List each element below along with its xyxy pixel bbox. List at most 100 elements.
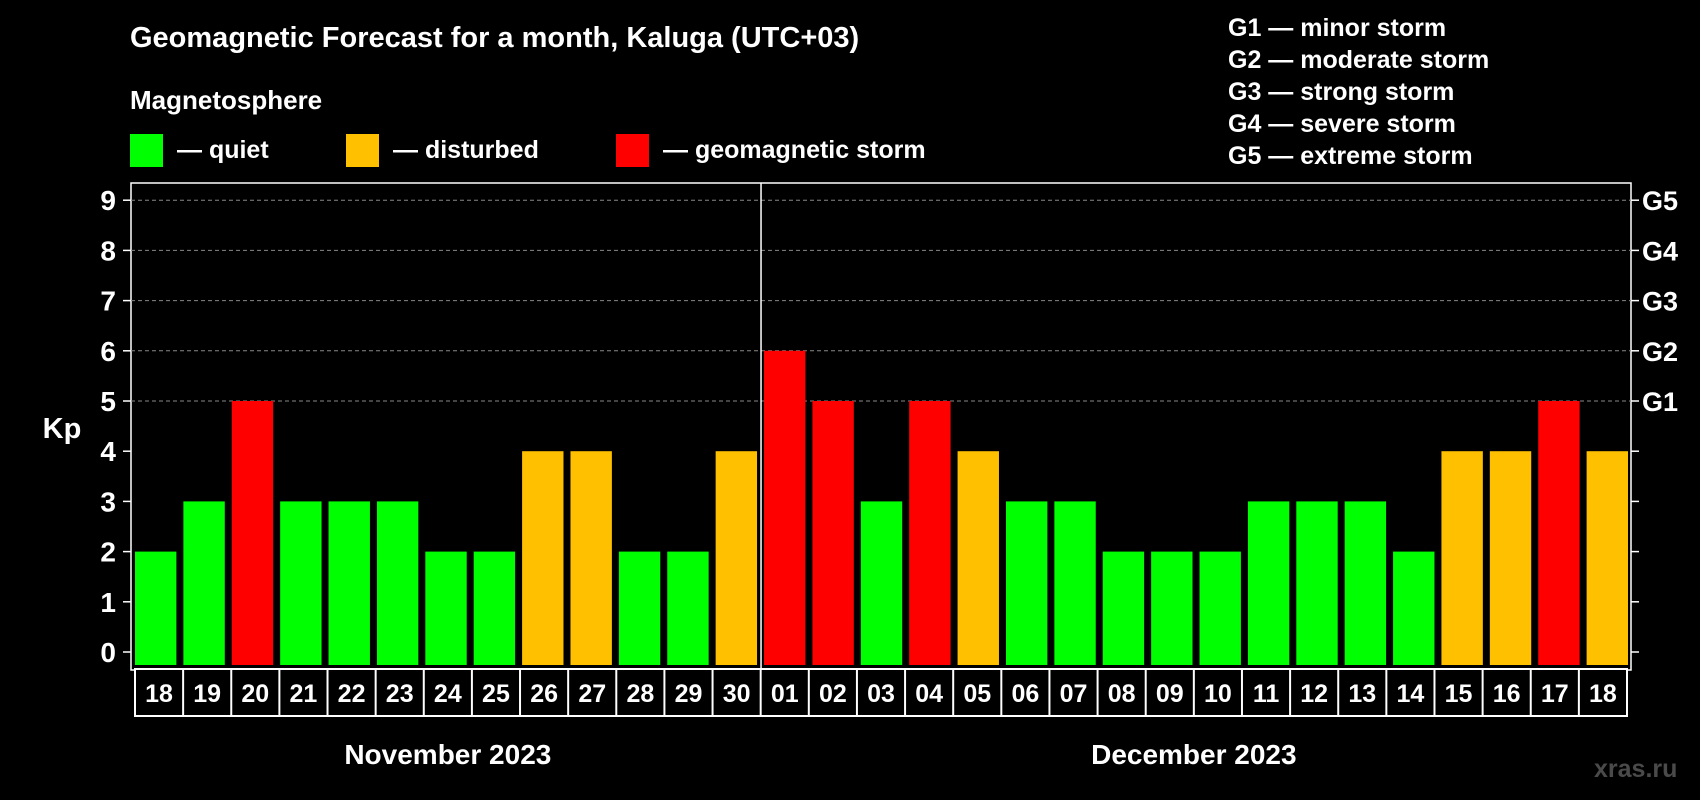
legend-swatch-quiet <box>130 133 163 167</box>
legend-label-disturbed: — disturbed <box>393 135 539 164</box>
bar-kp <box>280 501 322 665</box>
bar-kp <box>860 501 903 665</box>
x-tick-label: 14 <box>1397 680 1425 708</box>
bar-kp <box>425 551 467 665</box>
month-label: December 2023 <box>1091 739 1296 770</box>
bar-kp <box>522 451 564 665</box>
y-tick-label: 4 <box>100 436 116 467</box>
date-strip <box>134 668 1628 717</box>
y-tick-label: 9 <box>100 185 116 216</box>
x-tick-label: 09 <box>1156 680 1184 708</box>
bar-kp <box>618 551 661 665</box>
bar-kp <box>1247 501 1290 665</box>
bar-kp <box>957 451 999 665</box>
x-tick-label: 03 <box>867 680 895 708</box>
bar-kp <box>183 501 225 665</box>
bar-kp <box>812 401 854 665</box>
legend-item-quiet: — quiet <box>130 132 269 168</box>
x-tick-label: 07 <box>1060 680 1088 708</box>
y-tick-label: 7 <box>100 286 116 317</box>
bar-kp <box>1441 451 1483 665</box>
x-tick-label: 20 <box>241 680 269 708</box>
y-tick-label: 8 <box>100 235 116 266</box>
legend-label-storm: — geomagnetic storm <box>663 135 926 164</box>
g-level-label: G1 <box>1642 387 1678 417</box>
g-level-label: G5 <box>1642 186 1678 216</box>
g-level-label: G3 <box>1642 287 1678 317</box>
bar-kp <box>909 401 951 665</box>
x-tick-label: 19 <box>193 680 221 708</box>
y-tick-label: 1 <box>100 587 116 618</box>
x-tick-label: 29 <box>675 680 703 708</box>
x-tick-label: 17 <box>1541 680 1569 708</box>
y-tick-label: 5 <box>100 386 116 417</box>
magnetosphere-heading: Magnetosphere <box>130 85 323 115</box>
g-level-label: G4 <box>1642 236 1678 266</box>
g-scale-legend: G1 — minor storm G2 — moderate storm G3 … <box>1228 12 1489 172</box>
legend-item-disturbed: — disturbed <box>346 132 539 168</box>
x-tick-label: 06 <box>1011 680 1039 708</box>
y-axis-label: Kp <box>43 413 82 445</box>
bar-kp <box>1199 551 1241 665</box>
bar-kp <box>570 451 612 665</box>
legend-item-storm: — geomagnetic storm <box>616 132 926 168</box>
x-tick-label: 13 <box>1348 680 1376 708</box>
bar-kp <box>1393 551 1435 665</box>
x-tick-label: 15 <box>1445 680 1473 708</box>
x-tick-label: 18 <box>145 680 173 708</box>
bar-kp <box>715 451 758 665</box>
g-scale-item: G3 — strong storm <box>1228 78 1455 106</box>
bar-kp <box>1489 451 1532 665</box>
x-tick-label: 01 <box>771 680 799 708</box>
x-tick-label: 08 <box>1108 680 1136 708</box>
chart-title: Geomagnetic Forecast for a month, Kaluga… <box>130 22 860 54</box>
bar-kp <box>328 501 370 665</box>
x-tick-label: 12 <box>1300 680 1328 708</box>
g-scale-item: G1 — minor storm <box>1228 14 1447 42</box>
x-tick-label: 23 <box>386 680 414 708</box>
x-tick-label: 04 <box>915 680 943 708</box>
watermark: xras.ru <box>1594 755 1678 783</box>
x-tick-label: 24 <box>434 680 462 708</box>
x-tick-label: 05 <box>963 680 991 708</box>
x-tick-label: 10 <box>1204 680 1232 708</box>
bar-kp <box>1005 501 1048 665</box>
bar-kp <box>473 551 516 665</box>
x-tick-label: 02 <box>819 680 847 708</box>
legend-label-quiet: — quiet <box>177 135 269 164</box>
bar-kp <box>1102 551 1145 665</box>
month-label: November 2023 <box>344 739 551 770</box>
y-tick-label: 0 <box>100 637 116 668</box>
x-tick-label: 18 <box>1589 680 1617 708</box>
bar-kp <box>1151 551 1193 665</box>
bar-kp <box>1296 501 1338 665</box>
g-level-label: G2 <box>1642 337 1678 367</box>
bar-kp <box>135 551 177 665</box>
y-tick-label: 3 <box>100 486 116 517</box>
bar-kp <box>1586 451 1628 665</box>
x-tick-label: 28 <box>626 680 654 708</box>
x-tick-label: 21 <box>290 680 318 708</box>
y-tick-label: 6 <box>100 336 116 367</box>
x-tick-label: 16 <box>1493 680 1521 708</box>
x-tick-label: 27 <box>578 680 606 708</box>
bar-kp <box>231 401 274 665</box>
x-tick-label: 25 <box>482 680 510 708</box>
x-tick-label: 30 <box>723 680 751 708</box>
bar-kp <box>667 551 709 665</box>
y-tick-label: 2 <box>100 537 116 568</box>
bar-kp <box>764 350 806 665</box>
legend-swatch-storm <box>616 133 649 167</box>
bar-kp <box>376 501 419 665</box>
g-scale-item: G5 — extreme storm <box>1228 142 1473 170</box>
x-tick-label: 26 <box>530 680 558 708</box>
x-tick-label: 11 <box>1253 680 1280 708</box>
g-scale-item: G2 — moderate storm <box>1228 46 1490 74</box>
bar-kp <box>1344 501 1387 665</box>
legend-swatch-disturbed <box>346 133 379 167</box>
x-tick-label: 22 <box>338 680 366 708</box>
bar-kp <box>1054 501 1096 665</box>
g-scale-item: G4 — severe storm <box>1228 110 1456 138</box>
bar-kp <box>1538 401 1580 665</box>
